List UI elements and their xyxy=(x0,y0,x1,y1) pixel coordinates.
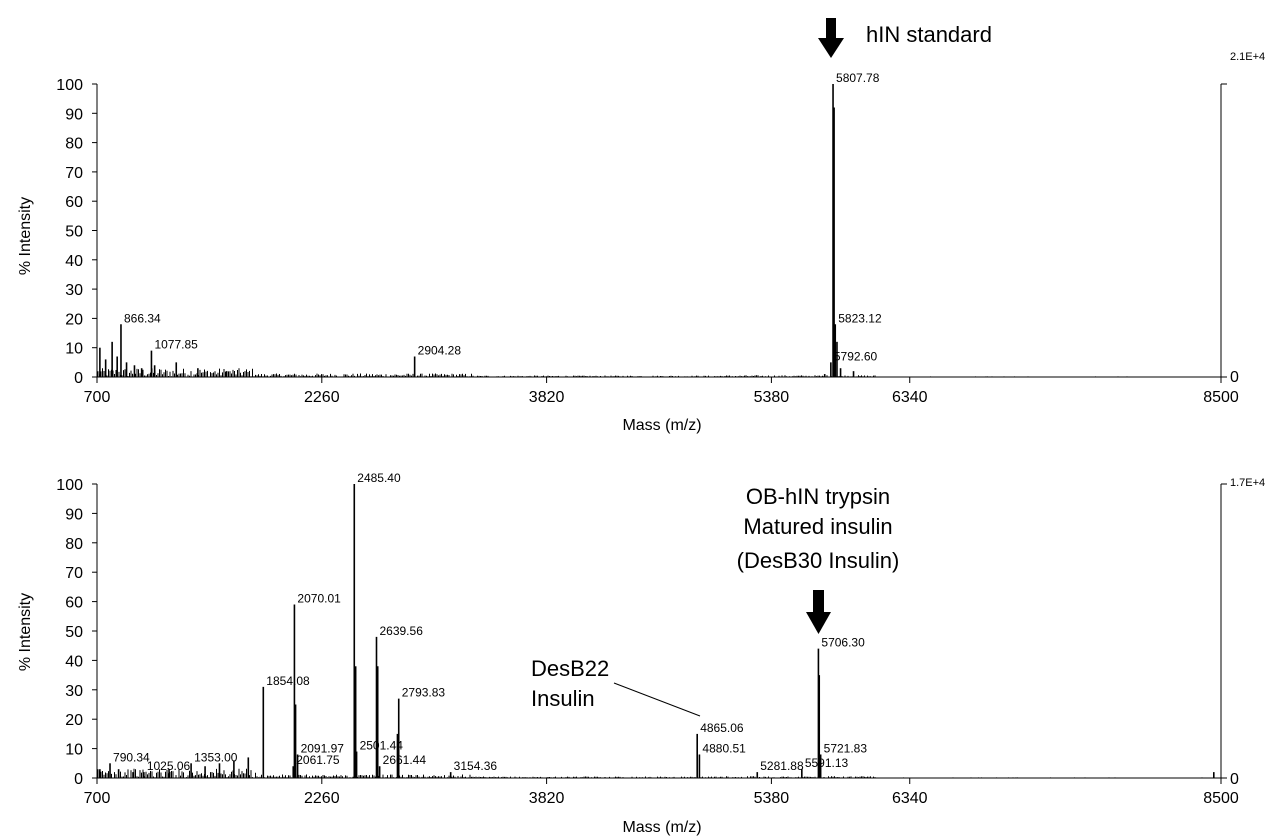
peak-label-top: 5807.78 xyxy=(836,71,880,85)
right-axis-min-top: 0 xyxy=(1230,369,1239,386)
peak-label-bottom: 1854.08 xyxy=(266,674,310,688)
axes-top: 0 10 20 30 40 50 60 70 80 90 100 700 2260 3820 5380 634… xyxy=(56,77,1239,406)
x-tick-label-bottom: 700 xyxy=(84,790,111,807)
y-tick-label-top: 20 xyxy=(65,311,83,328)
y-tick-label-top: 100 xyxy=(56,77,83,94)
x-axis-title-top: Mass (m/z) xyxy=(622,417,701,434)
y-tick-label-bottom: 10 xyxy=(65,742,83,759)
desb22-line-2: Insulin xyxy=(531,686,595,711)
peak-label-bottom: 5706.30 xyxy=(821,636,865,650)
y-tick-label-bottom: 40 xyxy=(65,653,83,670)
y-axis-title-bottom: % Intensity xyxy=(17,593,34,671)
desb22-leader-line xyxy=(613,682,701,717)
peak-label-bottom: 2661.44 xyxy=(383,753,427,767)
peak-label-bottom: 2061.75 xyxy=(296,753,340,767)
desb22-annotation: DesB22 Insulin xyxy=(531,656,701,717)
y-tick-label-top: 60 xyxy=(65,194,83,211)
right-axis-max-top: 2.1E+4 xyxy=(1230,51,1265,63)
x-tick-label-bottom: 8500 xyxy=(1203,790,1239,807)
peak-label-bottom: 790.34 xyxy=(113,750,150,764)
y-tick-label-top: 40 xyxy=(65,253,83,270)
noise-trace-top xyxy=(97,368,1219,377)
axes-bottom: 0 10 20 30 40 50 60 70 80 90 100 700 2260 3820 5380 634… xyxy=(56,477,1239,807)
ob-hin-line-3: (DesB30 Insulin) xyxy=(737,548,900,573)
peak-label-bottom: 2639.56 xyxy=(379,624,423,638)
y-tick-label-bottom: 20 xyxy=(65,712,83,729)
ob-hin-line-1: OB-hIN trypsin xyxy=(746,484,890,509)
x-tick-label-top: 8500 xyxy=(1203,389,1239,406)
y-axis-title-top: % Intensity xyxy=(17,197,34,275)
x-axis-title-bottom: Mass (m/z) xyxy=(622,819,701,836)
y-tick-label-top: 30 xyxy=(65,282,83,299)
peak-label-bottom: 2793.83 xyxy=(402,686,446,700)
y-tick-label-top: 90 xyxy=(65,106,83,123)
peaks-top xyxy=(99,84,855,377)
peak-label-bottom: 2485.40 xyxy=(357,471,401,485)
x-tick-label-top: 5380 xyxy=(754,389,790,406)
x-tick-label-bottom: 5380 xyxy=(754,790,790,807)
x-tick-label-bottom: 3820 xyxy=(529,790,565,807)
y-tick-label-bottom: 100 xyxy=(56,477,83,494)
right-axis-min-bottom: 0 xyxy=(1230,771,1239,788)
y-tick-label-top: 50 xyxy=(65,224,83,241)
peak-label-bottom: 2091.97 xyxy=(301,741,345,755)
peak-label-bottom: 1025.06 xyxy=(147,759,191,773)
peak-label-top: 1077.85 xyxy=(154,338,198,352)
y-tick-label-bottom: 50 xyxy=(65,624,83,641)
hin-standard-label: hIN standard xyxy=(866,22,992,47)
x-tick-label-top: 6340 xyxy=(892,389,928,406)
peak-label-bottom: 5721.83 xyxy=(824,741,868,755)
peak-label-top: 2904.28 xyxy=(418,343,462,357)
peak-label-bottom: 2070.01 xyxy=(297,592,341,606)
peak-label-bottom: 3154.36 xyxy=(454,759,498,773)
spectrum-panel-top: 0 10 20 30 40 50 60 70 80 90 100 700 2260 3820 5380 634… xyxy=(17,18,1265,434)
baseline-noise-bottom xyxy=(97,768,1219,778)
right-axis-max-bottom: 1.7E+4 xyxy=(1230,477,1265,489)
y-tick-label-top: 80 xyxy=(65,136,83,153)
x-tick-label-bottom: 6340 xyxy=(892,790,928,807)
peak-label-bottom: 4865.06 xyxy=(700,721,744,735)
peak-label-bottom: 5281.88 xyxy=(760,759,804,773)
noise-trace-bottom xyxy=(97,768,1219,778)
peak-label-bottom: 1353.00 xyxy=(194,750,238,764)
spectrum-panel-bottom: 0 10 20 30 40 50 60 70 80 90 100 700 2260 3820 5380 634… xyxy=(17,471,1265,836)
peak-label-top: 5823.12 xyxy=(838,311,882,325)
peaks-bottom xyxy=(99,484,1215,778)
y-tick-label-bottom: 60 xyxy=(65,595,83,612)
peak-labels-top: 866.34 1077.85 2904.28 5792.60 5807.78 5823.1… xyxy=(124,71,882,363)
arrow-shaft-top xyxy=(826,18,836,40)
x-tick-label-top: 2260 xyxy=(304,389,340,406)
x-tick-label-bottom: 2260 xyxy=(304,790,340,807)
y-tick-label-top: 70 xyxy=(65,165,83,182)
hin-standard-annotation: hIN standard xyxy=(818,18,992,58)
y-tick-label-bottom: 80 xyxy=(65,536,83,553)
y-tick-label-bottom: 30 xyxy=(65,683,83,700)
y-tick-label-bottom: 90 xyxy=(65,506,83,523)
y-tick-label-bottom: 70 xyxy=(65,565,83,582)
peak-label-bottom: 5591.13 xyxy=(805,756,849,770)
baseline-noise-top xyxy=(97,368,1219,377)
arrow-shaft-bottom xyxy=(813,590,824,614)
peak-label-top: 5792.60 xyxy=(834,349,878,363)
desb22-line-1: DesB22 xyxy=(531,656,609,681)
x-tick-label-top: 700 xyxy=(84,389,111,406)
peak-label-bottom: 4880.51 xyxy=(702,741,746,755)
y-tick-label-bottom: 0 xyxy=(74,771,83,788)
x-tick-label-top: 3820 xyxy=(529,389,565,406)
y-tick-label-top: 0 xyxy=(74,370,83,387)
y-tick-label-top: 10 xyxy=(65,341,83,358)
arrow-head-top xyxy=(818,38,844,58)
peak-label-bottom: 2501.44 xyxy=(360,739,404,753)
ob-hin-annotation: OB-hIN trypsin Matured insulin (DesB30 I… xyxy=(737,484,900,634)
arrow-head-bottom xyxy=(806,612,831,634)
ob-hin-line-2: Matured insulin xyxy=(743,514,892,539)
peak-label-top: 866.34 xyxy=(124,311,161,325)
